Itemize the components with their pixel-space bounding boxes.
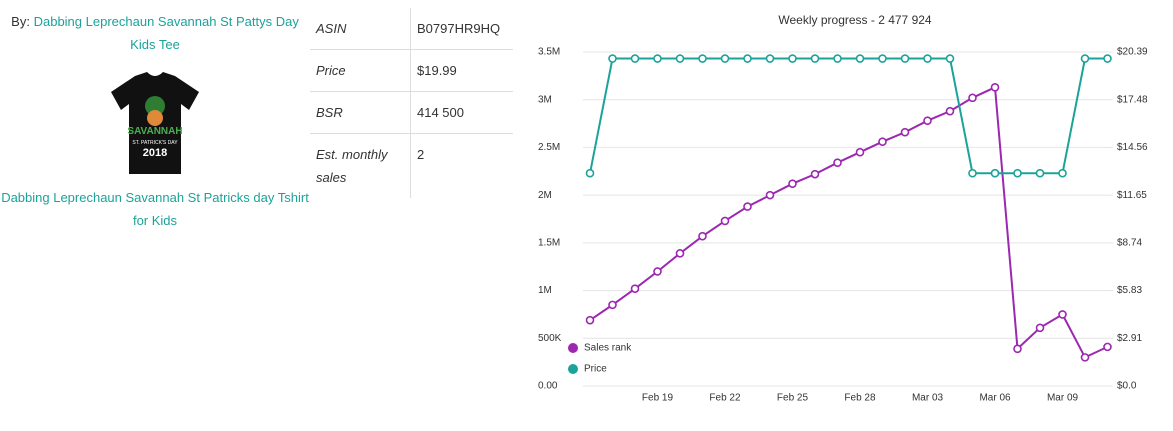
point — [765, 54, 775, 63]
point — [653, 267, 662, 276]
point — [810, 169, 820, 179]
point — [833, 54, 842, 63]
point — [743, 202, 752, 211]
x-tick-label: Mar 03 — [912, 393, 944, 404]
cell: Est. monthly sales — [310, 133, 411, 198]
brand-link[interactable]: Dabbing Leprechaun Savannah St Pattys Da… — [33, 14, 299, 52]
y2-tick-label: $11.65 — [1117, 190, 1147, 201]
point — [968, 93, 977, 103]
cell: 414 500 — [410, 91, 513, 134]
point — [833, 158, 842, 167]
y-tick-label: 2M — [538, 190, 552, 201]
point — [765, 190, 775, 200]
point — [900, 127, 910, 137]
point — [788, 54, 797, 63]
point — [698, 54, 707, 63]
point — [990, 83, 1000, 92]
point — [1035, 323, 1045, 333]
by-label: By: — [11, 14, 30, 29]
legend-marker — [568, 343, 578, 353]
y-tick-label: 2.5M — [538, 142, 560, 153]
y-tick-label: 1M — [538, 285, 552, 296]
point — [923, 116, 932, 126]
y-tick-label: 1.5M — [538, 237, 560, 248]
x-tick-label: Mar 09 — [1047, 393, 1079, 404]
point — [585, 168, 595, 178]
point — [608, 300, 617, 310]
point — [1103, 54, 1112, 63]
point — [675, 54, 685, 63]
point — [923, 54, 932, 63]
cell: B0797HR9HQ — [417, 21, 501, 36]
y2-tick-label: $5.83 — [1117, 285, 1142, 296]
y2-tick-label: $20.39 — [1117, 47, 1148, 58]
point — [945, 106, 955, 116]
point — [720, 54, 730, 63]
brand-line: By: Dabbing Leprechaun Savannah St Patty… — [0, 10, 310, 56]
point — [1013, 344, 1022, 354]
x-tick-label: Feb 28 — [844, 393, 876, 404]
point — [1080, 353, 1090, 362]
point — [653, 54, 662, 63]
cell: Price — [310, 49, 411, 92]
point — [878, 137, 887, 147]
point — [743, 54, 752, 63]
y-tick-label: 500K — [538, 333, 562, 344]
info-table: ASIN B0797HR9HQ Price $19.99 BSR 414 500 Es… — [310, 8, 513, 198]
point — [698, 231, 707, 241]
legend-marker — [568, 364, 578, 374]
y2-tick-label: $0.0 — [1117, 381, 1137, 392]
point — [788, 179, 797, 188]
y2-tick-label: $14.56 — [1117, 142, 1148, 153]
point — [1103, 342, 1112, 352]
y-tick-label: 3M — [538, 94, 552, 105]
point — [900, 54, 910, 63]
point — [855, 147, 865, 157]
cell: BSR — [310, 91, 411, 134]
title-link[interactable]: Dabbing Leprechaun Savannah St Patricks … — [1, 190, 309, 228]
point — [675, 249, 685, 258]
cell: 2 — [410, 133, 513, 198]
point — [608, 54, 617, 63]
image-text: 2018 — [143, 147, 167, 159]
cell: $19.99 — [410, 49, 513, 92]
x-tick-label: Mar 06 — [979, 393, 1011, 404]
point — [1058, 310, 1067, 319]
point — [630, 54, 640, 63]
point — [878, 54, 887, 63]
point — [990, 168, 1000, 178]
legend-label: Price — [584, 364, 607, 375]
point — [720, 216, 730, 226]
series-line — [589, 85, 1108, 359]
legend-label: Sales rank — [584, 343, 632, 354]
y2-tick-label: $2.91 — [1117, 333, 1142, 344]
point — [1013, 168, 1022, 178]
x-tick-label: Feb 22 — [709, 393, 741, 404]
product-image: SAVANNAH ST. PATRICK'S DAY 2018 — [111, 72, 199, 174]
chart: Weekly progress - 2 477 924 0.00 500K 1M 1.… — [538, 13, 1148, 404]
product: By: Dabbing Leprechaun Savannah St Patty… — [0, 10, 310, 232]
x-tick-label: Feb 25 — [777, 393, 809, 404]
x-tick-label: Feb 19 — [642, 393, 674, 404]
point — [630, 284, 640, 293]
point — [1080, 54, 1090, 63]
point — [945, 54, 955, 63]
point — [968, 168, 977, 178]
point — [585, 315, 595, 325]
chart-title: Weekly progress - 2 477 924 — [778, 13, 932, 27]
y2-tick-label: $8.74 — [1117, 237, 1142, 248]
y-tick-label: 0.00 — [538, 381, 558, 392]
point — [1058, 168, 1067, 178]
image-text: ST. PATRICK'S DAY — [132, 140, 178, 146]
image-text: SAVANNAH — [127, 126, 182, 137]
cell: ASIN — [310, 8, 411, 50]
point — [1035, 168, 1045, 178]
y-tick-label: 3.5M — [538, 47, 560, 58]
point — [855, 54, 865, 63]
y2-tick-label: $17.48 — [1117, 94, 1148, 105]
point — [810, 54, 820, 63]
series-line — [589, 57, 1108, 175]
